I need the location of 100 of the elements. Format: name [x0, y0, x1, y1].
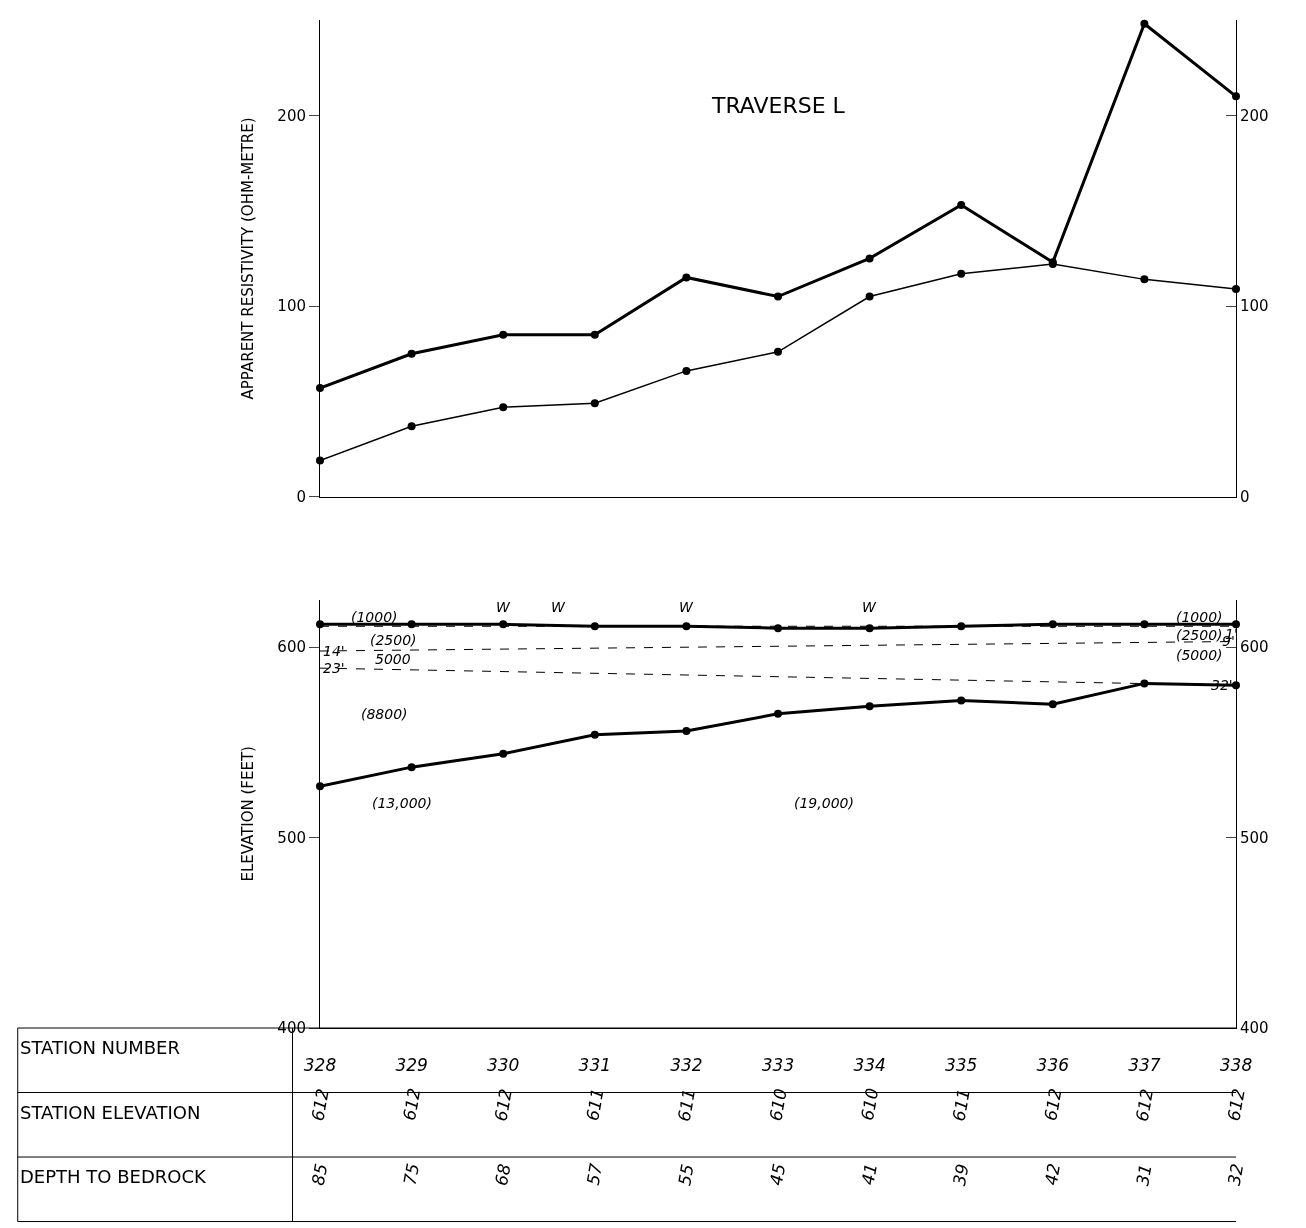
text: 39 [949, 1162, 973, 1188]
point [1140, 19, 1149, 28]
point [499, 330, 508, 339]
y2-tick-label: 600 [1240, 638, 1269, 657]
text: 612 [1223, 1087, 1249, 1123]
annotation: W [679, 599, 694, 615]
text: 55 [674, 1162, 698, 1188]
text: 68 [491, 1162, 515, 1188]
text: 610 [765, 1087, 791, 1123]
annotation: W [496, 599, 511, 615]
x-tick-label: 333 [761, 1055, 795, 1076]
x-tick-label: 337 [1128, 1055, 1161, 1076]
point [957, 200, 966, 209]
y2-tick-label: 500 [1240, 828, 1269, 847]
point [1048, 700, 1057, 709]
annotation: W [862, 599, 877, 615]
point [865, 702, 874, 711]
text: 85 [307, 1162, 332, 1187]
x-tick-label: 328 [303, 1055, 337, 1076]
point [957, 269, 966, 278]
text: 42 [1040, 1161, 1065, 1187]
x-tick-label: 334 [853, 1055, 886, 1076]
point [1140, 679, 1149, 688]
annotation: (13,000) [372, 795, 432, 811]
point [499, 620, 508, 629]
text: 611 [673, 1087, 700, 1123]
x-axis-title: STATION NUMBER [20, 1037, 180, 1058]
point [774, 292, 782, 301]
annotation: W [551, 599, 566, 615]
x-tick-label: 331 [578, 1055, 612, 1076]
text: 32 [1223, 1162, 1248, 1187]
point [682, 726, 691, 735]
text: 612 [1131, 1087, 1158, 1123]
point [957, 696, 966, 705]
text: 45 [765, 1162, 790, 1187]
point [1048, 620, 1057, 629]
y-tick-label: 0 [296, 488, 306, 507]
point [407, 763, 416, 772]
point [316, 456, 324, 465]
annotation: (5000) [1176, 647, 1223, 663]
y-tick-label: 100 [277, 297, 306, 316]
text: STATION ELEVATION [20, 1102, 201, 1123]
annotation: 23' [323, 660, 345, 676]
point [590, 399, 599, 408]
y-axis-title: APPARENT RESISTIVITY (OHM-METRE) [238, 117, 257, 400]
x-tick-label: 338 [1219, 1055, 1253, 1076]
x-tick-label: 330 [486, 1055, 520, 1076]
text: 31 [1132, 1162, 1156, 1188]
annotation: (2500) [1176, 627, 1223, 643]
point [774, 624, 782, 633]
text: 612 [307, 1087, 333, 1123]
point [682, 366, 691, 375]
point [682, 622, 691, 631]
text: 612 [490, 1087, 516, 1123]
point [774, 347, 782, 356]
point [590, 330, 599, 339]
y2-tick-label: 100 [1240, 297, 1269, 316]
text: 41 [857, 1161, 881, 1187]
text: DEPTH TO BEDROCK [20, 1166, 208, 1187]
point [590, 622, 599, 631]
point [499, 749, 508, 758]
text: 612 [1040, 1086, 1066, 1123]
y2-tick-label: 0 [1240, 488, 1250, 507]
point [499, 403, 508, 412]
y2-tick-label: 400 [1240, 1019, 1269, 1038]
point [1232, 620, 1240, 629]
y-axis-title: ELEVATION (FEET) [238, 746, 257, 882]
point [407, 349, 416, 358]
annotation: (2500) [370, 632, 417, 648]
y-tick-label: 500 [277, 828, 306, 847]
text: TRAVERSE L [711, 93, 846, 118]
annotation: (1000) [351, 609, 398, 625]
point [1140, 275, 1149, 284]
point [1232, 92, 1240, 101]
y-tick-label: 400 [277, 1019, 306, 1038]
x-tick-label: 335 [944, 1055, 978, 1076]
y-tick-label: 600 [277, 638, 306, 657]
text: 612 [399, 1086, 425, 1123]
point [774, 709, 782, 718]
annotation: 14' [323, 643, 345, 659]
x-tick-label: 332 [670, 1055, 703, 1076]
point [1232, 681, 1240, 690]
annotation: (19,000) [794, 795, 854, 811]
text: 611 [948, 1087, 974, 1123]
point [865, 292, 874, 301]
annotation: (8800) [361, 706, 408, 722]
point [407, 422, 416, 431]
text: 610 [857, 1086, 883, 1123]
point [865, 254, 874, 263]
point [957, 622, 966, 631]
annotation: 5000 [375, 651, 411, 667]
annotation: (1000) [1176, 609, 1223, 625]
x-tick-label: 329 [395, 1055, 428, 1076]
point [590, 730, 599, 739]
y-tick-label: 200 [277, 106, 306, 125]
text: 75 [399, 1161, 423, 1187]
point [682, 273, 691, 282]
x-tick-label: 336 [1036, 1055, 1070, 1076]
y2-tick-label: 200 [1240, 106, 1269, 125]
text: 57 [582, 1161, 607, 1187]
